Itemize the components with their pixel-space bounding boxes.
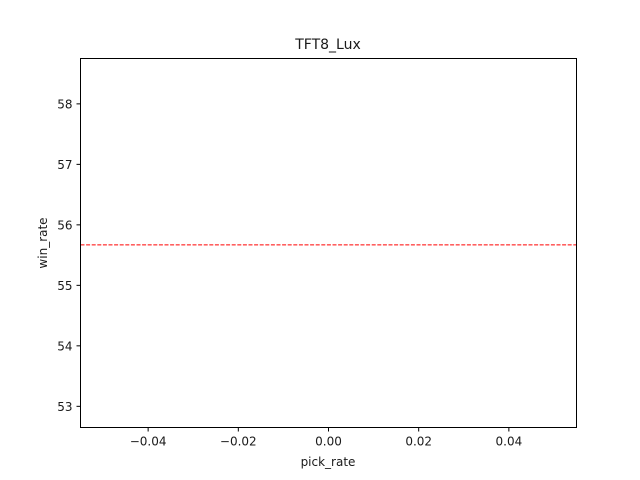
y-tick-label-2: 55 <box>57 279 72 293</box>
y-tick-label-0: 53 <box>57 400 72 414</box>
x-tick-label-4: 0.04 <box>496 435 523 449</box>
x-tick-label-0: −0.04 <box>130 435 167 449</box>
y-axis-ticks: 53 54 55 56 57 58 <box>57 97 81 414</box>
x-tick-label-2: 0.00 <box>315 435 342 449</box>
y-tick-label-4: 57 <box>57 158 72 172</box>
y-tick-label-3: 56 <box>57 218 72 232</box>
x-tick-label-3: 0.02 <box>405 435 432 449</box>
y-tick-label-5: 58 <box>57 97 72 111</box>
y-axis-label: win_rate <box>36 217 50 268</box>
x-tick-label-1: −0.02 <box>220 435 257 449</box>
chart-title: TFT8_Lux <box>294 37 361 53</box>
x-axis-label: pick_rate <box>301 455 356 469</box>
x-axis-ticks: −0.04 −0.02 0.00 0.02 0.04 <box>130 427 523 449</box>
y-tick-label-1: 54 <box>57 339 72 353</box>
plot-frame <box>80 58 577 428</box>
